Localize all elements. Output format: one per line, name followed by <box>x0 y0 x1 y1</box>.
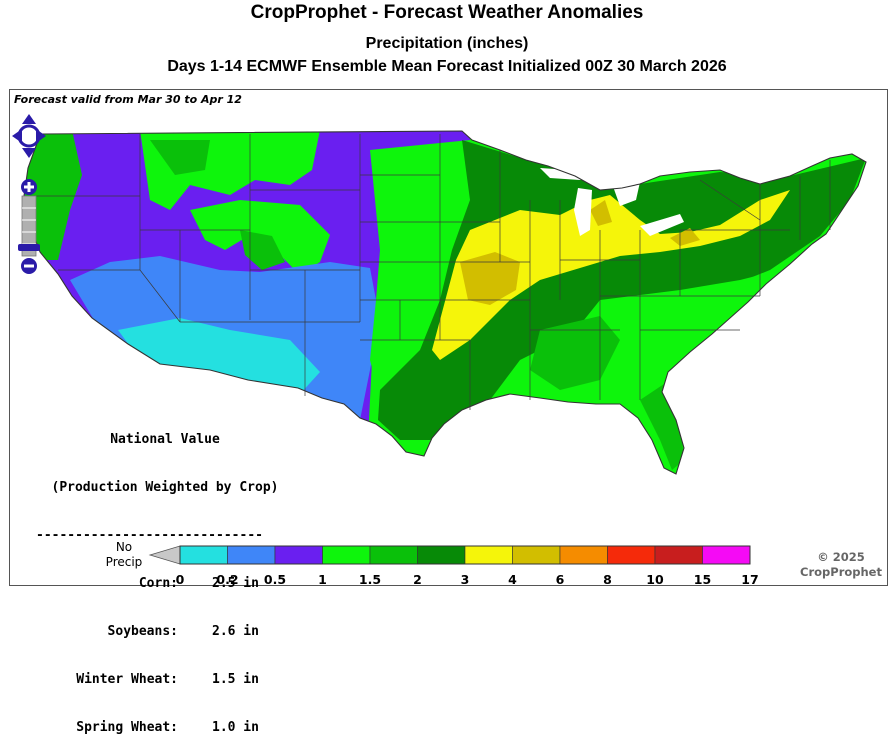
legend-tick-label: 10 <box>646 572 664 587</box>
national-value-row: Spring Wheat: 1.0 in <box>36 720 296 736</box>
legend-border <box>179 545 751 565</box>
national-value-box: National Value (Production Weighted by C… <box>36 400 296 752</box>
precip-zone-4-6-missouri <box>460 252 520 305</box>
precip-zone-1.5-2-idaho <box>150 140 210 175</box>
national-value-divider: ----------------------------- <box>36 528 263 543</box>
crop-label: Winter Wheat: <box>76 672 178 687</box>
precip-zone-1.5-2-wyoming <box>240 230 285 270</box>
legend-tick-label: 17 <box>741 572 759 587</box>
national-value-row: Soybeans: 2.6 in <box>36 624 296 640</box>
precip-zone-3-4-ohio-valley <box>432 190 790 360</box>
zoom-slider[interactable] <box>18 195 40 257</box>
precip-map[interactable] <box>0 0 894 590</box>
legend-tick-label: 6 <box>555 572 565 587</box>
plus-icon[interactable] <box>21 179 37 195</box>
page-subtitle: Precipitation (inches) <box>365 35 529 52</box>
precip-zone-4-6-pennsylvania <box>670 228 700 246</box>
national-value-subheading: (Production Weighted by Crop) <box>51 480 279 495</box>
national-value-row: Winter Wheat: 1.5 in <box>36 672 296 688</box>
zoom-slider-handle[interactable] <box>18 244 40 251</box>
copyright-year: © 2025 <box>817 550 865 564</box>
legend-tick-label: 3 <box>460 572 470 587</box>
legend-bin-6-8 <box>559 545 608 565</box>
legend-tick-label: 1.5 <box>358 572 382 587</box>
copyright-owner: CropProphet <box>800 565 882 579</box>
crop-label: Corn: <box>138 576 178 591</box>
legend-bin-8-10 <box>607 545 656 565</box>
run-info: Days 1-14 ECMWF Ensemble Mean Forecast I… <box>167 58 727 75</box>
national-value-heading: National Value <box>110 432 220 447</box>
legend-no-precip-line1: No <box>115 540 133 554</box>
legend-tick-label: 8 <box>603 572 612 587</box>
lake-erie <box>640 214 684 236</box>
precip-zone-0-0.2-desert <box>118 318 320 394</box>
precip-zone-4-6-michigan <box>590 200 612 226</box>
crop-value: 1.0 in <box>212 720 259 735</box>
pan-arrows-icon[interactable] <box>12 114 46 158</box>
map-nav-controls[interactable] <box>12 112 48 282</box>
crop-label: Spring Wheat: <box>76 720 178 735</box>
minus-icon[interactable] <box>21 258 37 274</box>
legend-bin-15-17 <box>702 545 751 565</box>
legend-bin-1.5-2 <box>369 545 418 565</box>
crop-value: 2.5 in <box>212 576 259 591</box>
legend-no-precip-label: No Precip <box>98 540 150 570</box>
legend-bin-3-4 <box>464 545 513 565</box>
copyright: © 2025 CropProphet <box>786 550 894 580</box>
precip-zone-1.5-2-alabama <box>530 316 620 390</box>
legend <box>148 545 751 565</box>
precip-zone-1-1.5-plains <box>370 140 480 400</box>
crop-value: 1.5 in <box>212 672 259 687</box>
lake-michigan <box>574 188 592 236</box>
legend-tick-label: 4 <box>508 572 517 587</box>
legend-tick-label: 0.5 <box>263 572 287 587</box>
legend-bin-10-15 <box>654 545 703 565</box>
crop-value: 2.6 in <box>212 624 259 639</box>
page-title: CropProphet - Forecast Weather Anomalies <box>250 2 644 23</box>
map-frame <box>9 89 888 586</box>
legend-tick-label: 0.2 <box>216 572 239 587</box>
legend-bin-4-6 <box>512 545 561 565</box>
legend-no-precip-line2: Precip <box>105 555 143 569</box>
legend-tick-label: 0 <box>175 572 185 587</box>
forecast-valid-text: Forecast valid from Mar 30 to Apr 12 <box>14 93 242 106</box>
legend-bin-1-1.5 <box>322 545 371 565</box>
legend-tick-label: 1 <box>318 572 327 587</box>
national-value-row: Corn: 2.5 in <box>36 576 296 592</box>
legend-tick-label: 2 <box>413 572 422 587</box>
legend-tick-label: 15 <box>693 572 712 587</box>
state-boundaries <box>23 130 867 475</box>
crop-label: Soybeans: <box>107 624 178 639</box>
precip-fill-layer <box>24 131 866 474</box>
precip-zone-1-1.5-southeast <box>560 270 780 400</box>
legend-bin-2-3 <box>417 545 466 565</box>
